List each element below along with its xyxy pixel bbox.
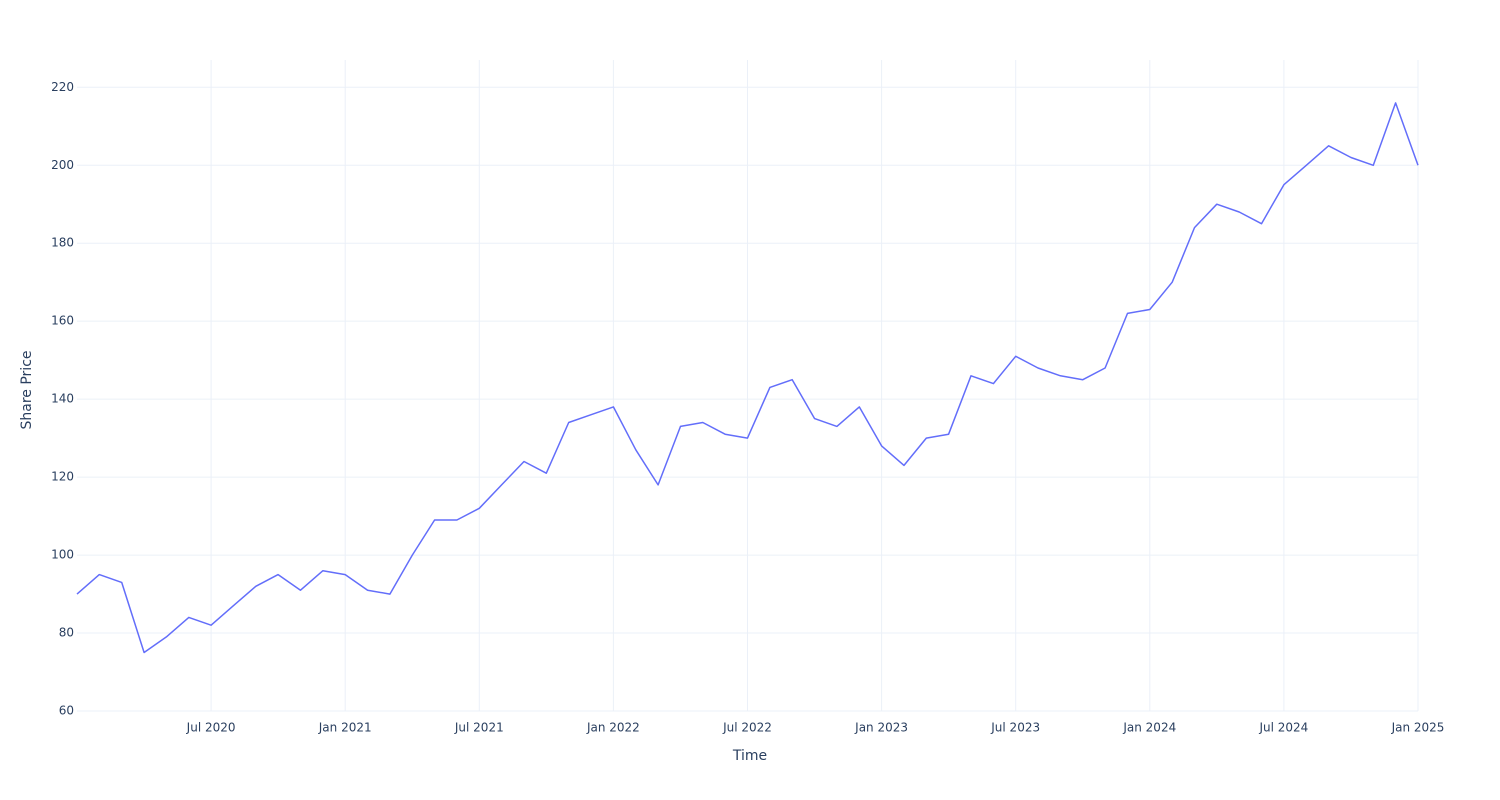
- x-tick-label: Jul 2024: [1258, 721, 1308, 735]
- x-axis-title: Time: [732, 748, 767, 764]
- y-tick-label: 120: [51, 470, 74, 484]
- y-tick-label: 220: [51, 80, 74, 94]
- x-tick-label: Jan 2023: [854, 721, 908, 735]
- x-tick-label: Jul 2020: [186, 721, 236, 735]
- y-tick-label: 200: [51, 158, 74, 172]
- y-axis-title: Share Price: [19, 350, 35, 429]
- x-tick-label: Jul 2021: [454, 721, 504, 735]
- x-tick-label: Jan 2022: [586, 721, 640, 735]
- y-tick-label: 80: [59, 626, 74, 640]
- y-tick-label: 60: [59, 704, 74, 718]
- y-tick-label: 100: [51, 548, 74, 562]
- x-tick-label: Jul 2023: [990, 721, 1040, 735]
- x-tick-label: Jan 2025: [1391, 721, 1445, 735]
- x-tick-label: Jan 2021: [318, 721, 372, 735]
- y-tick-label: 160: [51, 314, 74, 328]
- y-tick-label: 140: [51, 392, 74, 406]
- y-tick-label: 180: [51, 236, 74, 250]
- x-tick-label: Jan 2024: [1122, 721, 1176, 735]
- line: [76, 102, 1419, 654]
- x-tick-label: Jul 2022: [722, 721, 772, 735]
